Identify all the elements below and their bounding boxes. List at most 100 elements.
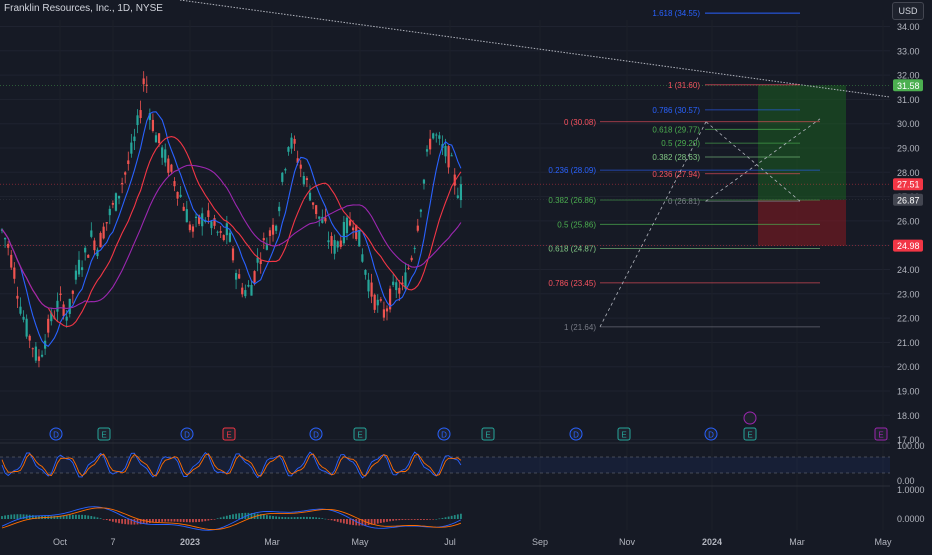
dividend-marker[interactable]: D <box>569 427 583 441</box>
moving-averages <box>1 111 462 348</box>
currency-button[interactable]: USD <box>892 2 924 20</box>
macd-histogram-bar <box>213 519 216 520</box>
candle-body <box>302 175 305 185</box>
dividend-marker[interactable]: D <box>49 427 63 441</box>
candle-body <box>275 225 278 231</box>
macd-histogram-bar <box>318 517 321 519</box>
macd-histogram-bar <box>386 519 388 522</box>
macd-histogram-bar <box>50 516 53 519</box>
candle-body <box>62 304 65 317</box>
marker-box <box>617 427 631 441</box>
macd-histogram-bar <box>398 519 401 521</box>
candle-body <box>170 164 173 172</box>
macd-histogram-bar <box>278 516 281 519</box>
candle-body <box>450 155 453 157</box>
earnings-marker[interactable]: E <box>617 427 631 441</box>
candle-body <box>219 231 222 233</box>
price-tick-label: 24.00 <box>897 265 920 275</box>
candle-body <box>281 172 284 182</box>
time-tick-label: Sep <box>532 537 548 547</box>
candle-body <box>161 147 164 158</box>
macd-histogram-bar <box>158 519 160 523</box>
candle-body <box>432 133 435 139</box>
macd-tick-label: 1.0000 <box>897 485 925 495</box>
candle-body <box>25 318 28 337</box>
candle-body <box>50 312 53 322</box>
marker-circle <box>49 427 63 441</box>
marker-letter: E <box>101 431 106 440</box>
macd-histogram-bar <box>139 519 142 525</box>
candle-body <box>327 240 330 243</box>
candle-body <box>121 183 124 185</box>
macd-histogram-bar <box>401 519 404 520</box>
candle-body <box>157 133 161 144</box>
macd-histogram-bar <box>361 519 364 526</box>
price-label-text: 27.51 <box>897 180 920 190</box>
macd-histogram-bar <box>269 515 271 519</box>
price-label-text: 24.98 <box>897 241 920 251</box>
candle-body <box>154 135 158 143</box>
candle-body <box>167 158 170 173</box>
macd-histogram-bar <box>315 517 318 519</box>
macd-histogram-bar <box>290 517 293 519</box>
macd-histogram-bar <box>167 519 170 522</box>
candle-body <box>114 193 118 211</box>
dividend-marker[interactable]: D <box>437 427 451 441</box>
candle-body <box>456 195 459 198</box>
macd-histogram-bar <box>179 519 182 522</box>
earnings-marker[interactable]: E <box>874 427 888 441</box>
time-tick-label: May <box>874 537 892 547</box>
dividend-marker[interactable]: D <box>309 427 323 441</box>
lightning-icon[interactable] <box>743 411 757 425</box>
macd-histogram-bar <box>447 516 450 519</box>
macd-histogram-bar <box>272 516 274 519</box>
marker-circle <box>569 427 583 441</box>
candle-body <box>3 237 7 240</box>
time-axis[interactable]: Oct 7 2023 Mar May Jul Sep Nov 2024 Mar May <box>53 537 892 547</box>
macd-histogram-bar <box>22 514 25 519</box>
candle-body <box>56 300 59 312</box>
candle-body <box>151 119 155 131</box>
earnings-marker[interactable]: E <box>222 427 236 441</box>
candle-body <box>308 192 312 201</box>
candle-body <box>234 273 238 280</box>
macd-histogram-bar <box>259 514 262 519</box>
macd-histogram-bar <box>432 519 435 520</box>
earnings-marker[interactable]: E <box>353 427 367 441</box>
candle-body <box>395 282 398 291</box>
earnings-marker[interactable]: E <box>743 427 757 441</box>
macd-histogram-bar <box>136 519 139 525</box>
candle-body <box>299 164 302 169</box>
candle-body <box>176 191 179 199</box>
candle-body <box>370 282 373 297</box>
marker-letter: D <box>184 431 190 440</box>
earnings-marker[interactable]: E <box>97 427 111 441</box>
fib-right-label: 0.382 (26.86) <box>548 196 596 205</box>
candle-body <box>416 225 419 231</box>
dividend-marker[interactable]: D <box>704 427 718 441</box>
candle-body <box>453 174 456 186</box>
candle-body <box>385 308 389 312</box>
macd-histogram-bar <box>250 513 253 519</box>
macd-histogram-bar <box>429 519 432 520</box>
price-tick-label: 30.00 <box>897 119 920 129</box>
candle-body <box>28 335 31 341</box>
marker-letter: D <box>573 431 579 440</box>
candle-body <box>164 149 167 163</box>
candle-body <box>108 208 111 216</box>
macd-histogram-bar <box>118 519 120 524</box>
marker-circle <box>309 427 323 441</box>
macd-histogram-bar <box>115 519 117 523</box>
fib-right-label: 0.786 (23.45) <box>548 279 596 288</box>
dividend-marker[interactable]: D <box>180 427 194 441</box>
macd-histogram-bar <box>31 515 34 519</box>
macd-histogram-bar <box>426 519 428 520</box>
earnings-marker[interactable]: E <box>481 427 495 441</box>
macd-histogram-bar <box>105 519 108 521</box>
grid <box>0 20 890 530</box>
price-tick-label: 18.00 <box>897 411 920 421</box>
time-tick-label: 7 <box>110 537 115 547</box>
